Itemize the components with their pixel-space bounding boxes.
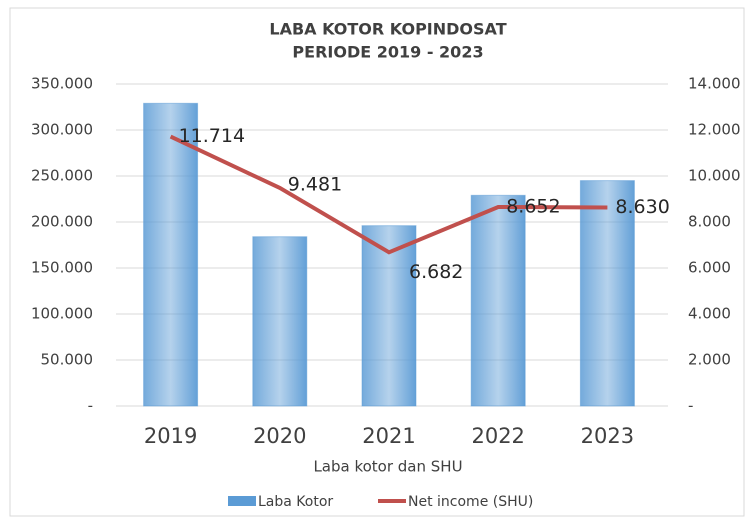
legend-label: Net income (SHU) [408,494,533,510]
y-tick-label: 300.000 [31,121,93,139]
y2-tick-label: 12.000 [688,121,741,139]
y2-tick-label: 10.000 [688,167,741,185]
y2-tick-label: 2.000 [688,351,731,369]
data-label: 6.682 [409,261,463,283]
chart-title: LABA KOTOR KOPINDOSAT [269,20,506,39]
data-label: 11.714 [179,125,245,147]
y-tick-label: 350.000 [31,75,93,93]
y-tick-label: - [88,397,93,415]
chart-subtitle: PERIODE 2019 - 2023 [292,43,483,62]
x-axis-label: Laba kotor dan SHU [313,458,462,476]
y-tick-label: 200.000 [31,213,93,231]
y2-tick-label: 6.000 [688,259,731,277]
data-label: 8.652 [506,196,560,218]
bar [252,236,308,407]
y-tick-label: 250.000 [31,167,93,185]
data-label: 9.481 [288,173,342,195]
x-tick-label: 2019 [144,424,197,448]
y2-tick-label: - [688,397,693,415]
bar [579,180,635,407]
y-tick-label: 100.000 [31,305,93,323]
y2-tick-label: 4.000 [688,305,731,323]
line [169,134,608,255]
x-tick-label: 2023 [581,424,634,448]
bar [143,102,199,407]
x-tick-label: 2022 [471,424,524,448]
legend-label: Laba Kotor [258,494,333,510]
y-tick-label: 150.000 [31,259,93,277]
x-tick-label: 2021 [362,424,415,448]
y2-tick-label: 8.000 [688,213,731,231]
bar [361,225,417,407]
data-label: 8.630 [615,196,669,218]
legend-swatch [228,496,256,506]
y-tick-label: 50.000 [41,351,94,369]
bar [470,194,526,407]
y2-tick-label: 14.000 [688,75,741,93]
x-tick-label: 2020 [253,424,306,448]
